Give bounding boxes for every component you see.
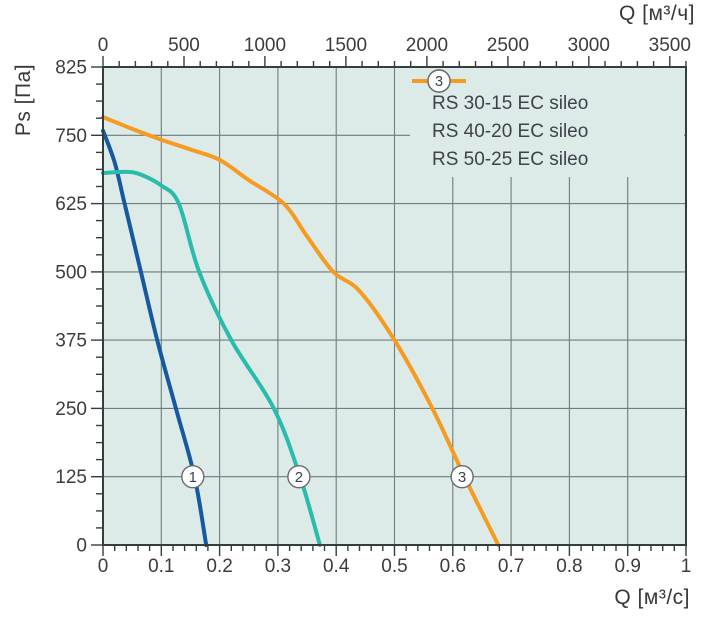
legend-row: 2 RS 40-20 EC sileo: [410, 69, 684, 146]
top-tick-label: 2500: [487, 35, 529, 56]
bottom-tick-label: 0.3: [265, 556, 291, 577]
bottom-tick-label: 0.5: [381, 556, 407, 577]
bottom-tick-label: 0.9: [614, 556, 640, 577]
top-tick-label: 1500: [325, 35, 367, 56]
top-axis-title: Q [м³/ч]: [618, 2, 695, 25]
legend-label-3: RS 50-25 EC sileo: [432, 149, 589, 170]
legend-row: 1 RS 30-15 EC sileo: [410, 69, 684, 118]
curve-2-rs-40-20-ec-sileo: [101, 169, 322, 547]
legend-label-1: RS 30-15 EC sileo: [432, 93, 589, 114]
left-tick-label: 625: [55, 194, 87, 215]
curve-marker-number-1: 1: [189, 469, 197, 486]
bottom-tick-label: 0.7: [498, 556, 524, 577]
top-tick-label: 0: [98, 35, 109, 56]
bottom-tick-label: 1: [681, 556, 692, 577]
top-tick-label: 500: [168, 35, 200, 56]
legend: 1 RS 30-15 EC sileo 2 RS 40-20 EC sileo …: [410, 68, 684, 177]
curve-marker-circle-1: [181, 465, 205, 489]
legend-number-3: 3: [435, 74, 443, 90]
top-tick-label: 3500: [649, 35, 691, 56]
left-tick-label: 750: [55, 126, 87, 147]
bottom-axis-title: Q [м³/с]: [614, 586, 690, 609]
left-axis-title: Ps [Па]: [12, 63, 35, 137]
top-tick-label: 3000: [568, 35, 610, 56]
left-tick-label: 250: [55, 399, 87, 420]
top-tick-label: 1000: [244, 35, 286, 56]
curve-marker-number-3: 3: [458, 469, 466, 486]
axis-ticks: [91, 56, 687, 556]
curve-3-rs-50-25-ec-sileo: [101, 115, 501, 547]
legend-label-2: RS 40-20 EC sileo: [432, 121, 589, 142]
left-tick-label: 0: [76, 536, 87, 557]
bottom-tick-label: 0.4: [323, 556, 350, 577]
left-tick-label: 500: [55, 262, 87, 283]
left-tick-label: 375: [55, 331, 87, 352]
curve-marker-circle-2: [287, 465, 311, 489]
bottom-tick-label: 0.8: [556, 556, 582, 577]
legend-row: 3 RS 50-25 EC sileo: [410, 69, 684, 174]
curve-markers: 1 2 3: [181, 465, 474, 489]
bottom-tick-label: 0.1: [148, 556, 174, 577]
bottom-tick-label: 0: [98, 556, 109, 577]
bottom-tick-label: 0.2: [206, 556, 232, 577]
curve-marker-circle-3: [450, 465, 474, 489]
bottom-tick-label: 0.6: [440, 556, 466, 577]
legend-circle-3: [427, 69, 451, 93]
legend-marker-line-3: 3: [412, 69, 466, 93]
left-tick-label: 125: [55, 467, 87, 488]
top-tick-label: 2000: [406, 35, 448, 56]
curve-marker-number-2: 2: [295, 469, 303, 486]
left-tick-label: 825: [55, 58, 87, 79]
